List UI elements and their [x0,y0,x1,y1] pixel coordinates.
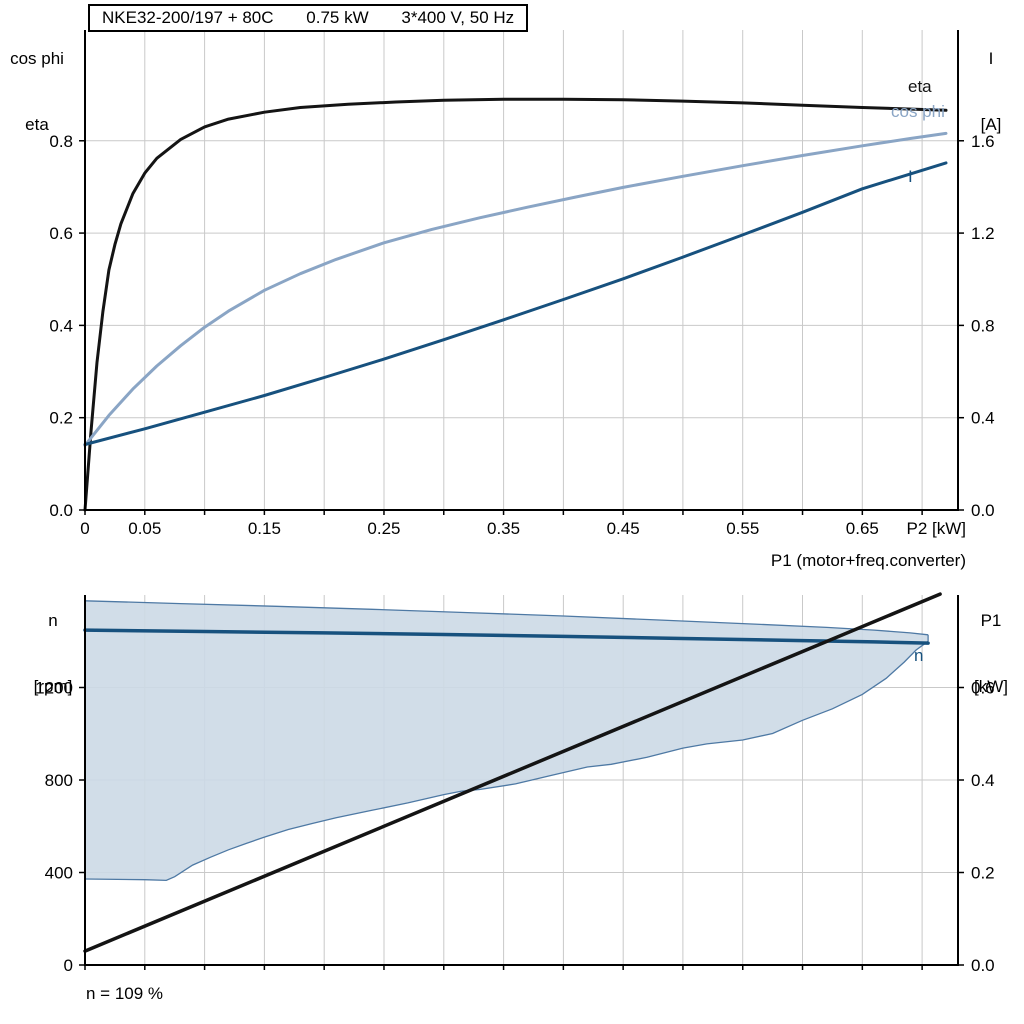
svg-text:0.15: 0.15 [248,519,281,538]
svg-text:0.4: 0.4 [49,316,73,335]
svg-text:0.2: 0.2 [49,409,73,428]
p1-axis-label: P1 [980,611,1002,630]
svg-text:0.0: 0.0 [971,956,995,975]
svg-text:0.6: 0.6 [971,679,995,698]
pump-model-label: NKE32-200/197 + 80C [102,8,274,27]
svg-text:I: I [908,167,913,186]
svg-text:0.6: 0.6 [49,224,73,243]
svg-text:0.55: 0.55 [726,519,759,538]
speed-axis-label: n [48,611,58,630]
svg-text:400: 400 [45,864,73,883]
svg-text:P2 [kW]: P2 [kW] [906,519,966,538]
eta-axis-label: eta [25,115,49,134]
p1-unit-label: [kW] [974,677,1008,696]
svg-text:0.35: 0.35 [487,519,520,538]
rated-power-label: 0.75 kW [306,8,369,27]
svg-text:n: n [914,646,923,665]
svg-text:0: 0 [80,519,89,538]
svg-text:0.0: 0.0 [49,501,73,520]
top-right-axis-title: I [A] [960,4,1022,180]
current-axis-label: I [988,49,994,68]
svg-text:1.2: 1.2 [971,224,995,243]
bottom-right-axis-title: P1 [kW] [960,566,1022,742]
svg-text:1.6: 1.6 [971,132,995,151]
svg-text:0.0: 0.0 [971,501,995,520]
svg-text:0.8: 0.8 [49,132,73,151]
p1-curve-title: P1 (motor+freq.converter) [770,551,966,570]
title-box: NKE32-200/197 + 80C 0.75 kW 3*400 V, 50 … [88,4,529,32]
svg-text:800: 800 [45,771,73,790]
supply-label: 3*400 V, 50 Hz [401,8,515,27]
speed-unit-label: [rpm] [33,677,73,696]
svg-text:0.4: 0.4 [971,771,995,790]
svg-text:0.4: 0.4 [971,409,995,428]
top-left-axis-title: cos phi eta [0,4,74,180]
bottom-left-axis-title: n [rpm] [20,566,86,742]
svg-text:0.05: 0.05 [128,519,161,538]
svg-text:0.45: 0.45 [607,519,640,538]
top-chart-eta-cosphi-current: 0.0 0.2 0.4 0.6 0.8 0.0 0.4 0.8 1.2 1.6 0 0.05 0.15 0… [49,30,995,538]
svg-text:0.2: 0.2 [971,864,995,883]
current-unit-label: [A] [980,115,1002,134]
svg-text:0.65: 0.65 [846,519,879,538]
svg-text:0.25: 0.25 [367,519,400,538]
svg-text:0: 0 [64,956,73,975]
svg-text:0.8: 0.8 [971,316,995,335]
svg-text:1200: 1200 [35,679,73,698]
svg-text:cos phi: cos phi [891,102,945,121]
cos-phi-axis-label: cos phi [10,49,64,68]
speed-percentage-footnote: n = 109 % [86,984,164,1003]
bottom-chart-speed-p1: 0 400 800 1200 0.0 0.2 0.4 0.6 n [35,592,995,975]
svg-text:eta: eta [908,77,932,96]
